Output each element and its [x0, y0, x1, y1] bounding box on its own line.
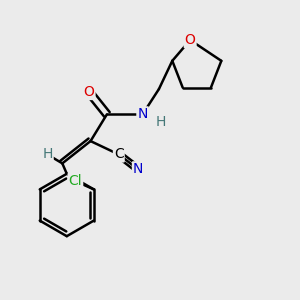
- Text: N: N: [137, 107, 148, 121]
- Text: Cl: Cl: [69, 174, 82, 188]
- Text: H: H: [42, 148, 52, 161]
- Text: C: C: [114, 148, 124, 161]
- Text: N: N: [133, 162, 143, 176]
- Text: O: O: [185, 33, 196, 47]
- Text: O: O: [84, 85, 94, 99]
- Text: H: H: [155, 115, 166, 129]
